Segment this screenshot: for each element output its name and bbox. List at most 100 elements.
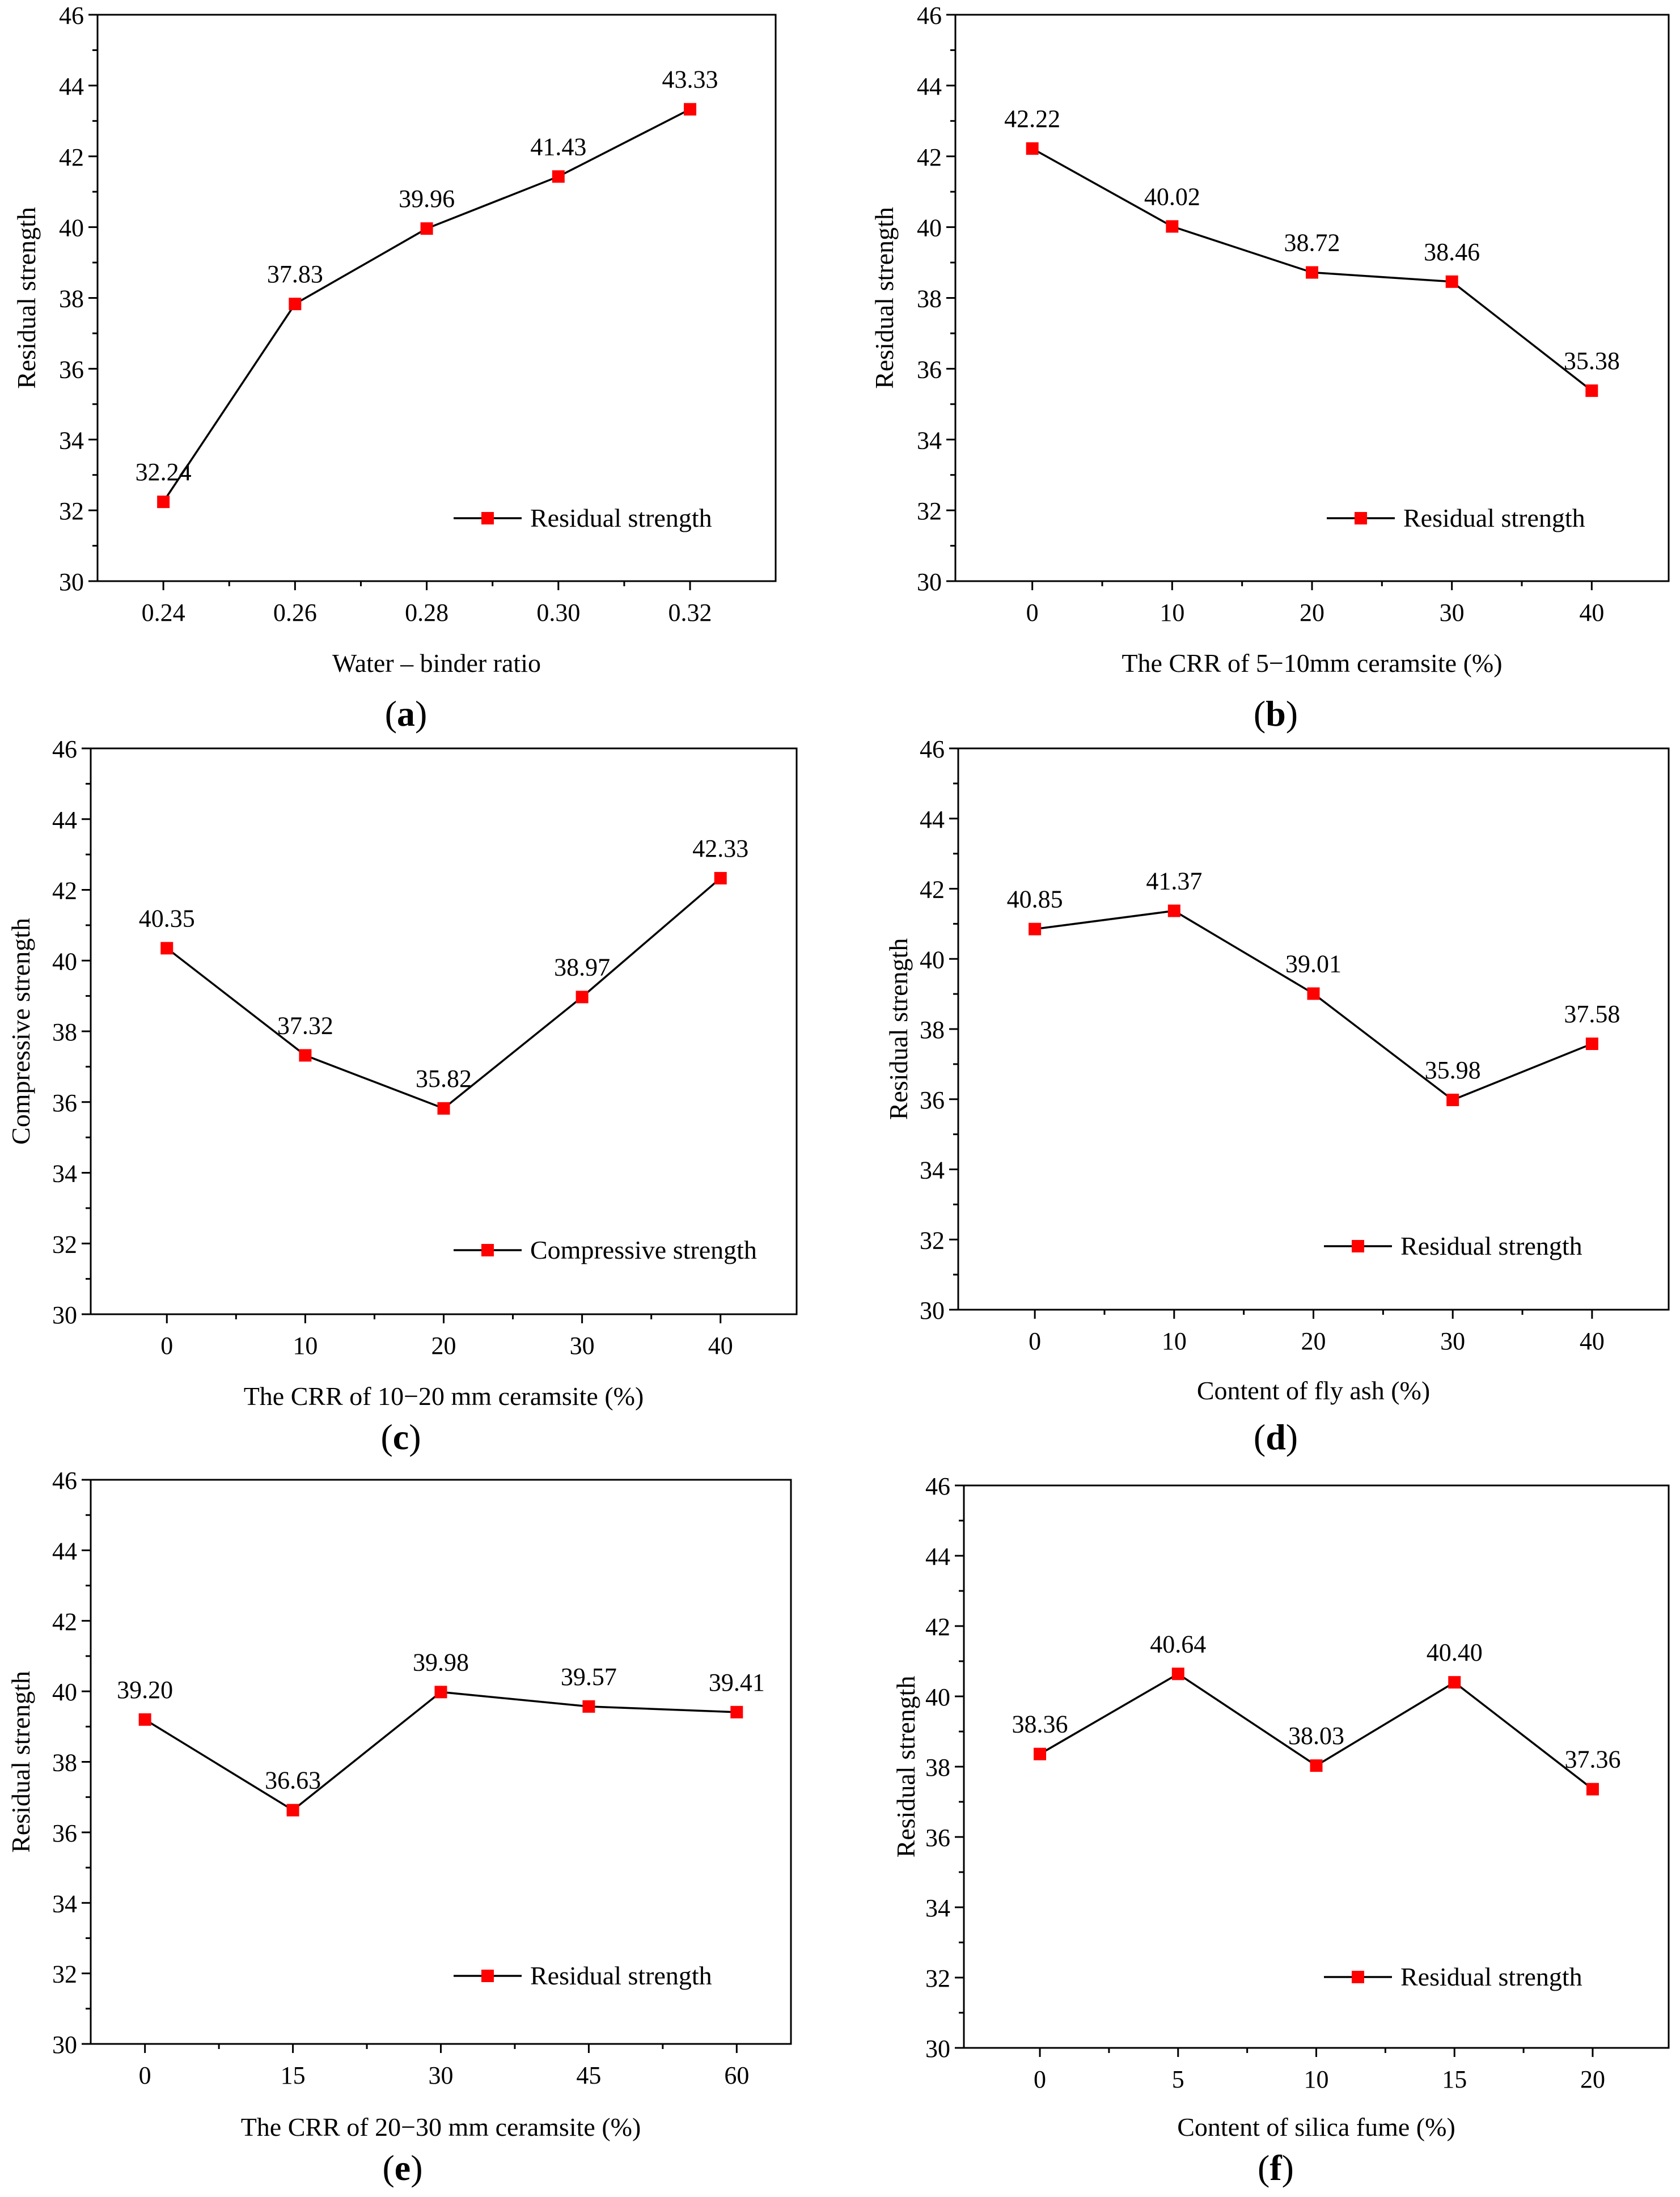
y-tick-label: 42 bbox=[917, 143, 942, 171]
y-tick-label: 36 bbox=[925, 1824, 950, 1852]
data-label: 39.01 bbox=[1285, 950, 1342, 978]
plot-frame bbox=[90, 1479, 792, 2045]
y-tick-label: 44 bbox=[52, 806, 77, 834]
x-tick-label: 30 bbox=[1440, 1327, 1465, 1355]
x-axis-label: Content of fly ash (%) bbox=[1197, 1376, 1430, 1405]
data-label: 38.72 bbox=[1284, 229, 1340, 257]
panel-label-b: (b) bbox=[1253, 693, 1298, 734]
x-tick-label: 30 bbox=[429, 2061, 454, 2089]
y-tick-label: 42 bbox=[52, 1608, 77, 1636]
y-tick-label: 38 bbox=[52, 1749, 77, 1777]
x-tick-label: 10 bbox=[1304, 2065, 1329, 2093]
data-label: 35.98 bbox=[1425, 1056, 1481, 1084]
legend-marker bbox=[1352, 1240, 1364, 1252]
x-axis-label: Water – binder ratio bbox=[332, 649, 541, 678]
y-tick-label: 40 bbox=[52, 1678, 77, 1706]
y-tick-label: 32 bbox=[917, 497, 942, 525]
data-point bbox=[1307, 987, 1320, 1000]
data-point bbox=[1586, 1783, 1599, 1796]
data-point bbox=[552, 170, 565, 183]
x-tick-label: 20 bbox=[1301, 1327, 1326, 1355]
panel-label-f: (f) bbox=[1258, 2148, 1294, 2188]
y-tick-label: 46 bbox=[917, 2, 942, 29]
legend: Residual strength bbox=[1324, 1231, 1582, 1260]
y-tick-label: 34 bbox=[59, 426, 84, 454]
legend-label: Residual strength bbox=[1403, 503, 1585, 532]
panel-label-d: (d) bbox=[1253, 1417, 1298, 1457]
y-tick-label: 30 bbox=[52, 1301, 77, 1329]
data-point bbox=[289, 298, 302, 311]
x-axis-label: The CRR of 10−20 mm ceramsite (%) bbox=[244, 1382, 644, 1411]
y-tick-label: 34 bbox=[925, 1894, 950, 1922]
chart-e: 30 32 34 36 38 40 42 44 46 0 15 30 45 60 The CRR of 20… bbox=[6, 1467, 792, 2141]
data-point bbox=[138, 1713, 151, 1726]
y-tick-label: 44 bbox=[920, 806, 945, 833]
legend-label: Residual strength bbox=[1400, 1231, 1582, 1260]
data-point bbox=[1026, 142, 1039, 155]
data-label: 32.24 bbox=[136, 458, 192, 486]
y-tick-label: 30 bbox=[917, 568, 942, 596]
x-tick-label: 0.24 bbox=[142, 599, 185, 626]
data-point bbox=[1585, 384, 1598, 397]
data-point bbox=[582, 1700, 595, 1713]
chart-f: 30 32 34 36 38 40 42 44 46 0 5 10 15 20 Content of sil… bbox=[891, 1472, 1670, 2141]
data-label: 38.97 bbox=[554, 953, 610, 981]
y-tick-label: 46 bbox=[52, 1467, 77, 1495]
y-tick-label: 36 bbox=[52, 1819, 77, 1847]
data-label: 35.38 bbox=[1564, 347, 1620, 375]
data-point bbox=[730, 1705, 743, 1718]
y-tick-label: 40 bbox=[52, 947, 77, 975]
data-point bbox=[420, 222, 433, 235]
y-tick-label: 36 bbox=[52, 1089, 77, 1117]
x-tick-label: 30 bbox=[570, 1332, 595, 1360]
x-tick-label: 40 bbox=[1579, 599, 1604, 626]
y-tick-label: 40 bbox=[925, 1683, 950, 1711]
y-tick-label: 32 bbox=[925, 1965, 950, 1992]
x-tick-label: 20 bbox=[1580, 2065, 1605, 2093]
y-tick-label: 38 bbox=[925, 1754, 950, 1781]
y-tick-label: 38 bbox=[920, 1016, 945, 1044]
legend-label: Residual strength bbox=[530, 1961, 712, 1990]
x-tick-label: 0 bbox=[1026, 599, 1039, 626]
series-line bbox=[1034, 909, 1593, 1101]
data-point bbox=[575, 990, 589, 1004]
y-tick-label: 40 bbox=[917, 214, 942, 242]
data-point bbox=[1306, 266, 1318, 279]
data-point bbox=[684, 103, 697, 116]
x-tick-label: 40 bbox=[1580, 1327, 1605, 1355]
data-point bbox=[1034, 1747, 1047, 1760]
data-label: 39.20 bbox=[117, 1676, 173, 1704]
x-tick-label: 10 bbox=[1160, 599, 1184, 626]
chart-d: 30 32 34 36 38 40 42 44 46 0 10 20 30 40 Content of fl… bbox=[884, 735, 1670, 1405]
y-tick-label: 34 bbox=[52, 1890, 77, 1917]
data-point bbox=[434, 1686, 447, 1699]
chart-b: 30 32 34 36 38 40 42 44 46 0 10 20 30 40 The CRR of 5−… bbox=[870, 2, 1670, 678]
data-label: 41.37 bbox=[1146, 867, 1202, 895]
data-label: 39.96 bbox=[399, 185, 455, 213]
y-tick-label: 42 bbox=[920, 876, 945, 904]
y-axis-label: Residual strength bbox=[884, 938, 913, 1120]
plot-frame bbox=[954, 14, 1670, 582]
data-label: 42.33 bbox=[692, 835, 748, 862]
plot-frame bbox=[96, 14, 777, 582]
legend-marker bbox=[481, 512, 494, 524]
data-label: 42.22 bbox=[1004, 105, 1060, 133]
legend-marker bbox=[481, 1244, 494, 1256]
y-tick-label: 42 bbox=[52, 877, 77, 905]
plot-frame bbox=[957, 747, 1670, 1311]
y-tick-label: 46 bbox=[59, 2, 84, 29]
y-tick-label: 30 bbox=[59, 568, 84, 596]
data-label: 41.43 bbox=[530, 133, 586, 160]
data-point bbox=[1171, 1667, 1184, 1680]
legend-marker bbox=[1352, 1971, 1364, 1983]
y-tick-label: 38 bbox=[59, 285, 84, 313]
legend: Residual strength bbox=[454, 1961, 712, 1990]
data-point bbox=[1310, 1759, 1323, 1772]
y-tick-label: 44 bbox=[925, 1543, 950, 1571]
data-label: 40.85 bbox=[1007, 886, 1063, 913]
data-label: 43.33 bbox=[662, 66, 718, 94]
x-tick-label: 0.30 bbox=[536, 599, 580, 626]
x-tick-label: 0 bbox=[1034, 2065, 1046, 2093]
data-point bbox=[160, 942, 173, 955]
y-tick-label: 42 bbox=[925, 1613, 950, 1641]
